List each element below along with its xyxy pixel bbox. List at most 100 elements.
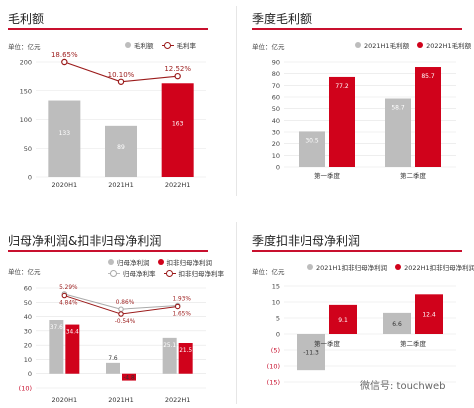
point-value-label: 18.65% <box>51 51 78 59</box>
y-tick-label: 0 <box>276 331 280 339</box>
bar-value-label: 25.1 <box>163 343 176 349</box>
bar-value-label: 133 <box>59 130 71 137</box>
y-tick-label: (10) <box>267 363 280 371</box>
y-tick-label: (15) <box>267 379 280 387</box>
legend-net-profit: 归母净利润 <box>108 257 150 267</box>
legend-label: 毛利额 <box>134 42 154 50</box>
y-tick-label: 15 <box>272 283 280 291</box>
chart4-title: 季度扣非归母净利润 <box>252 234 361 248</box>
bar-value-label: 163 <box>172 120 184 127</box>
legend-net-margin: 归母净利率 <box>108 268 156 278</box>
bar-gross-profit <box>48 100 81 177</box>
bar-deducted-net-profit <box>122 373 136 381</box>
x-tick-label: 第一季度 <box>314 339 341 348</box>
point-gross-margin <box>61 58 68 66</box>
legend-2022h1: 2022H1毛利额 <box>417 40 471 50</box>
chart3-legend-row1: 归母净利润 扣非归母净利润 <box>108 257 212 267</box>
bar-value-label: 7.6 <box>108 356 118 362</box>
chart4-legend: 2021H1扣非归母净利润 2022H1扣非归母净利润 <box>307 262 474 272</box>
x-tick-label: 2022H1 <box>165 181 191 189</box>
legend-2021h1-deducted: 2021H1扣非归母净利润 <box>307 262 387 272</box>
legend-gray-swatch <box>125 42 131 48</box>
bar-value-label: 34.4 <box>66 330 79 336</box>
y-tick-label: 30 <box>272 129 280 137</box>
wechat-watermark: 微信号: touchweb <box>360 381 446 392</box>
point-gross-margin <box>117 78 125 85</box>
bar-value-label: 30.5 <box>305 137 319 144</box>
y-tick-label: 5 <box>276 315 280 323</box>
bar-gross-profit <box>105 125 137 177</box>
y-tick-label: 0 <box>28 370 32 378</box>
legend-gray-swatch <box>355 42 361 48</box>
legend-label: 扣非归母净利率 <box>178 270 225 278</box>
legend-2021h1: 2021H1毛利额 <box>355 40 409 50</box>
legend-gross-margin: 毛利率 <box>161 40 197 50</box>
bar-deducted-net-profit <box>178 343 193 374</box>
bar-value-label: -11.3 <box>303 350 319 357</box>
chart2-title-rule <box>252 28 462 30</box>
y-tick-label: 20 <box>24 342 32 350</box>
bar-net-profit <box>49 320 64 374</box>
legend-label: 2021H1扣非归母净利润 <box>316 264 388 272</box>
y-tick-label: 50 <box>24 299 32 307</box>
point-deducted-net-margin <box>118 311 124 317</box>
point-value-label: 10.10% <box>108 71 135 79</box>
point-gross-margin <box>174 72 181 80</box>
y-tick-label: 0 <box>276 164 280 172</box>
chart1-unit: 单位：亿元 <box>8 43 41 51</box>
chart1-title-rule <box>8 28 208 30</box>
legend-red-swatch <box>157 259 164 265</box>
chart3-unit: 单位：亿元 <box>8 268 41 276</box>
x-tick-label: 第二季度 <box>400 339 427 348</box>
point-net-margin <box>118 306 124 312</box>
legend-gray-swatch <box>307 264 313 270</box>
chart2-legend: 2021H1毛利额 2022H1毛利额 <box>355 40 471 50</box>
panel-divider <box>236 6 237 196</box>
chart3-plot: (10) 0 10 20 30 40 50 60 37.6 7.6 25.1 34.4 -4.8 21.5… <box>19 285 206 404</box>
bar-value-label: 9.1 <box>338 317 348 324</box>
point-value-label: -0.54% <box>115 319 136 325</box>
y-tick-label: 50 <box>24 145 32 153</box>
legend-label: 扣非归母净利润 <box>166 259 213 267</box>
chart1-legend: 毛利额 毛利率 <box>125 40 196 50</box>
bar-value-label: 77.2 <box>335 83 349 90</box>
y-tick-label: 60 <box>272 94 280 102</box>
y-tick-label: 60 <box>24 285 32 293</box>
chart1-plot: 0 50 100 150 200 133 89 163 18.65% 10.10% 12.52% 20… <box>20 51 206 189</box>
legend-label: 毛利率 <box>176 42 197 50</box>
x-tick-label: 2022H1 <box>165 396 191 404</box>
bar-value-label: 37.6 <box>50 325 63 331</box>
legend-label: 2021H1毛利额 <box>364 42 410 50</box>
legend-line-swatch <box>108 269 120 277</box>
legend-2022h1-deducted: 2022H1扣非归母净利润 <box>395 262 474 272</box>
y-tick-label: 10 <box>272 299 280 307</box>
legend-red-swatch <box>395 264 402 270</box>
y-tick-label: 10 <box>272 152 280 160</box>
legend-label: 归母净利润 <box>117 259 150 267</box>
bar-net-profit <box>162 337 177 374</box>
legend-label: 2022H1毛利额 <box>426 42 472 50</box>
bar-value-label: 12.4 <box>422 312 436 319</box>
y-tick-label: 40 <box>24 313 32 321</box>
point-value-label: 1.65% <box>172 311 191 317</box>
y-tick-label: 10 <box>24 356 32 364</box>
legend-deducted-net-profit: 扣非归母净利润 <box>157 257 213 267</box>
point-value-label: 0.86% <box>116 300 135 306</box>
y-tick-label: 0 <box>28 174 32 182</box>
chart3-legend-row2: 归母净利率 扣非归母净利率 <box>108 268 224 278</box>
x-tick-label: 第二季度 <box>400 171 427 180</box>
legend-gross-profit: 毛利额 <box>125 40 154 50</box>
y-tick-label: 70 <box>272 82 280 90</box>
bar-value-label: 89 <box>117 144 125 151</box>
legend-label: 2022H1扣非归母净利润 <box>404 264 474 272</box>
x-tick-label: 2020H1 <box>52 396 78 404</box>
point-deducted-net-margin <box>174 303 181 310</box>
point-value-label: 1.93% <box>172 297 191 303</box>
x-tick-label: 第一季度 <box>314 171 341 180</box>
x-tick-label: 2020H1 <box>52 181 78 189</box>
chart4-unit: 单位：亿元 <box>252 268 285 276</box>
chart4-title-rule <box>252 250 462 252</box>
bar-value-label: 85.7 <box>421 73 435 80</box>
bar-gross-profit <box>161 83 194 177</box>
bar-2021h1 <box>385 98 411 167</box>
